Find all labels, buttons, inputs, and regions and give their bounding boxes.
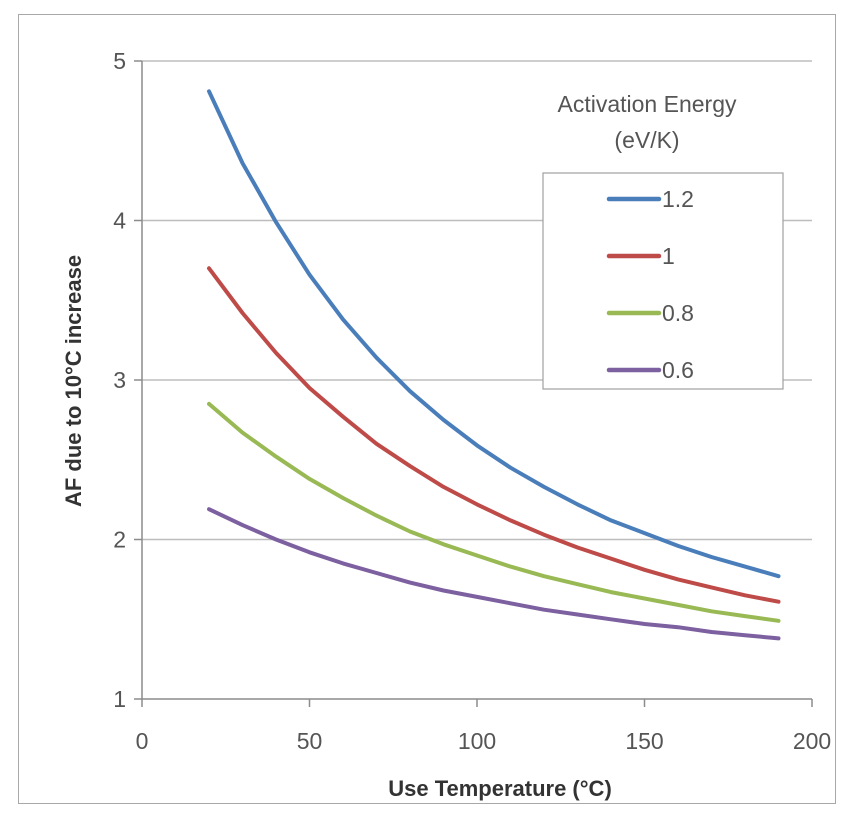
x-axis-title: Use Temperature (°C): [388, 776, 612, 801]
y-tick-label-2: 2: [113, 527, 126, 553]
axes: [134, 60, 813, 707]
x-tick-label-100: 100: [458, 728, 496, 754]
x-tick-label-150: 150: [625, 728, 663, 754]
legend-label-1: 1: [662, 243, 675, 269]
series-line-0-8: [207, 401, 781, 623]
y-tick-label-1: 1: [113, 686, 126, 712]
x-tick-label-200: 200: [793, 728, 831, 754]
y-tick-label-4: 4: [113, 208, 126, 234]
x-tick-label-0: 0: [136, 728, 149, 754]
x-tick-label-50: 50: [297, 728, 323, 754]
series-line-1: [207, 266, 781, 604]
series-line-0-6: [207, 507, 781, 641]
y-tick-label-5: 5: [113, 48, 126, 74]
legend-label-0-8: 0.8: [662, 300, 694, 326]
y-tick-label-3: 3: [113, 367, 126, 393]
series-lines: [207, 89, 781, 641]
x-tick-labels: 0 50 100 150 200: [136, 728, 832, 754]
legend-label-1-2: 1.2: [662, 186, 694, 212]
legend: 1.2 1 0.8 0.6: [542, 172, 784, 390]
legend-title-line-2: (eV/K): [614, 127, 679, 153]
legend-label-0-6: 0.6: [662, 357, 694, 383]
legend-title-line-1: Activation Energy: [558, 91, 737, 117]
y-axis-title: AF due to 10°C increase: [61, 255, 86, 507]
y-tick-labels: 1 2 3 4 5: [113, 48, 126, 712]
legend-box: [542, 172, 784, 390]
series-line-1-2: [207, 89, 781, 579]
